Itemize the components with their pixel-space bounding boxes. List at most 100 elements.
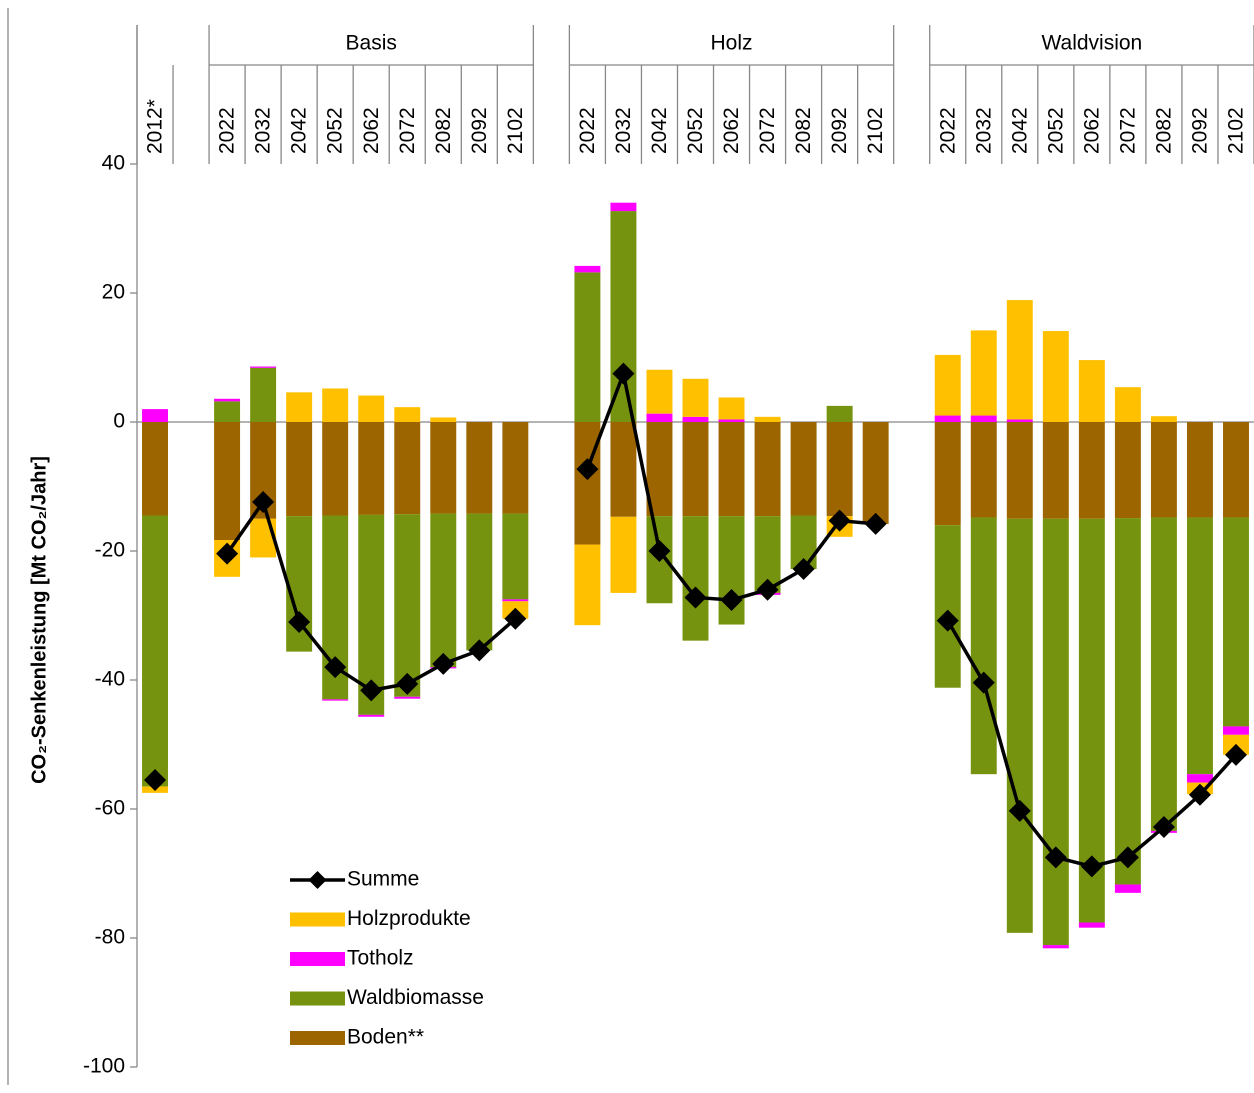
bar-segment xyxy=(1186,422,1213,518)
bar-segment xyxy=(1078,922,1105,928)
bar-segment xyxy=(358,395,385,422)
bar-segment xyxy=(718,422,745,517)
bar-segment xyxy=(970,517,997,775)
sum-marker xyxy=(1008,799,1031,822)
legend-swatch xyxy=(290,991,345,1006)
sum-marker xyxy=(720,589,743,612)
bar-segment xyxy=(1114,422,1141,519)
bar-segment xyxy=(466,422,493,514)
x-tick-label: 2102 xyxy=(1225,107,1248,154)
y-tick-label: 40 xyxy=(102,152,125,175)
sum-marker xyxy=(792,558,815,581)
bar-segment xyxy=(682,422,709,517)
sum-marker xyxy=(504,607,527,630)
x-tick-label: 2052 xyxy=(324,107,347,154)
group-label: Waldvision xyxy=(1041,32,1142,55)
y-tick-label: -60 xyxy=(95,797,125,820)
sum-marker xyxy=(216,542,239,565)
bar-segment xyxy=(214,422,241,541)
bar-segment xyxy=(574,544,601,626)
x-tick-label: 2072 xyxy=(1116,107,1139,154)
bar-segment xyxy=(646,413,673,422)
x-tick-label: 2092 xyxy=(1188,107,1211,154)
bar-segment xyxy=(286,422,313,517)
x-tick-label: 2082 xyxy=(432,107,455,154)
bar-segment xyxy=(970,422,997,518)
bar-segment xyxy=(754,416,781,422)
x-tick-label: 2092 xyxy=(468,107,491,154)
bar-segment xyxy=(718,397,745,420)
bar-segment xyxy=(1042,331,1069,422)
bar-segment xyxy=(1006,518,1033,933)
x-tick-label: 2022 xyxy=(216,107,239,154)
sum-marker xyxy=(396,672,419,695)
bar-segment xyxy=(1042,422,1069,519)
legend-swatch xyxy=(290,952,345,966)
bar-segment xyxy=(214,398,241,402)
x-tick-label: 2062 xyxy=(720,107,743,154)
bar-segment xyxy=(394,514,421,697)
x-tick-label: 2072 xyxy=(396,107,419,154)
bar-segment xyxy=(1223,517,1249,727)
bar-segment xyxy=(142,409,168,422)
x-tick-label: 2072 xyxy=(756,107,779,154)
bar-segment xyxy=(610,422,637,517)
x-tick-label: 2062 xyxy=(1080,107,1103,154)
y-tick-label: 0 xyxy=(113,410,125,433)
x-tick-label: 2032 xyxy=(972,107,995,154)
bar-segment xyxy=(1114,387,1141,422)
sum-marker xyxy=(1044,846,1067,869)
sum-marker xyxy=(1188,783,1211,806)
bar-segment xyxy=(862,422,889,524)
bar-segment xyxy=(1223,422,1249,518)
bar-segment xyxy=(394,696,421,699)
legend-label: Holzprodukte xyxy=(347,907,471,930)
y-tick-label: -100 xyxy=(83,1055,125,1078)
x-tick-label: 2062 xyxy=(360,107,383,154)
bar-segment xyxy=(1006,419,1033,422)
bar-segment xyxy=(934,525,961,688)
sum-marker xyxy=(324,656,347,679)
sum-marker xyxy=(144,768,167,791)
bar-segment xyxy=(970,415,997,422)
bar-segment xyxy=(466,513,493,651)
bar-segment xyxy=(574,265,601,273)
bar-segment xyxy=(1150,422,1177,518)
bar-segment xyxy=(502,599,529,602)
bar-segment xyxy=(1078,422,1105,519)
y-tick-label: -80 xyxy=(95,926,125,949)
x-tick-label: 2052 xyxy=(1044,107,1067,154)
legend-label: Boden** xyxy=(347,1026,424,1049)
x-tick-label: 2032 xyxy=(612,107,635,154)
sum-marker xyxy=(972,671,995,694)
bar-segment xyxy=(610,516,637,593)
bar-segment xyxy=(790,422,817,516)
group-label: Holz xyxy=(711,32,753,55)
sum-marker xyxy=(828,509,851,532)
bar-segment xyxy=(1150,517,1177,831)
sum-marker xyxy=(1080,855,1103,878)
x-tick-label: 2042 xyxy=(288,107,311,154)
bar-segment xyxy=(1042,518,1069,946)
group-label: Basis xyxy=(346,32,397,55)
bar-segment xyxy=(1186,517,1213,775)
sum-marker xyxy=(468,639,491,662)
bar-segment xyxy=(250,367,277,422)
bar-segment xyxy=(682,416,709,422)
bar-segment xyxy=(322,699,349,701)
bar-segment xyxy=(1078,360,1105,422)
x-tick-label: 2102 xyxy=(864,107,887,154)
x-tick-label: 2042 xyxy=(1008,107,1031,154)
legend-label: Summe xyxy=(347,868,419,891)
sum-marker xyxy=(360,679,383,702)
bar-segment xyxy=(682,378,709,417)
bar-segment xyxy=(502,422,529,514)
x-tick-label: 2022 xyxy=(576,107,599,154)
bar-segment xyxy=(286,392,313,422)
bar-segment xyxy=(358,714,385,717)
legend-label: Totholz xyxy=(347,947,414,970)
bar-segment xyxy=(1006,300,1033,420)
sum-marker xyxy=(1152,816,1175,839)
bar-segment xyxy=(610,211,637,422)
bar-segment xyxy=(394,407,421,422)
